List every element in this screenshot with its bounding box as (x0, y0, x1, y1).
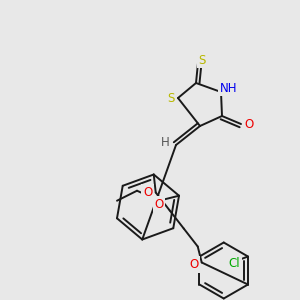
Text: O: O (189, 258, 198, 271)
Text: NH: NH (220, 82, 238, 94)
Text: Cl: Cl (228, 257, 240, 270)
Text: O: O (154, 198, 164, 211)
Text: S: S (198, 53, 206, 67)
Text: H: H (160, 136, 169, 149)
Text: S: S (167, 92, 175, 104)
Text: O: O (244, 118, 253, 130)
Text: O: O (143, 186, 152, 199)
